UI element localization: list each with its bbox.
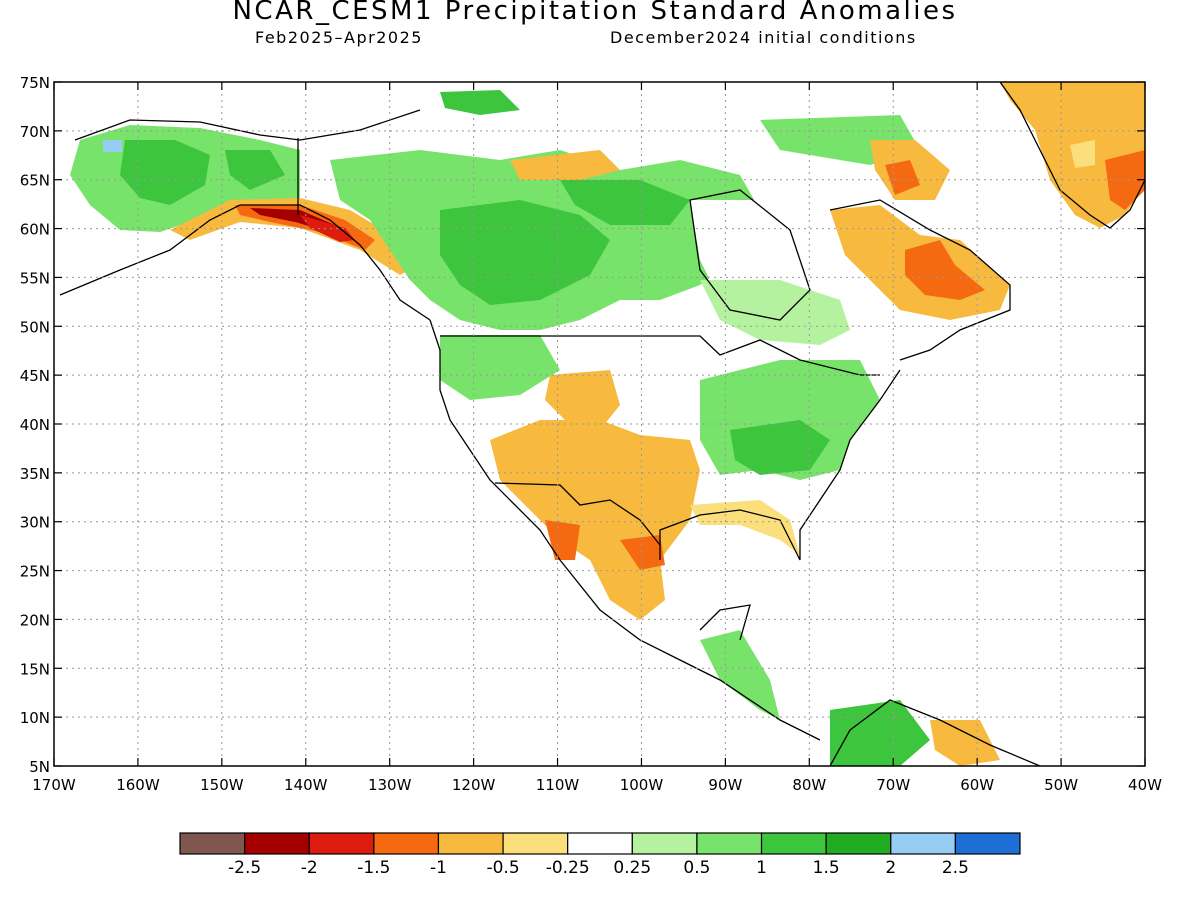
gulf-alaska-red [300,215,355,242]
colorbar-tick-label: -0.5 [486,858,519,878]
colorbar-swatch [567,832,633,855]
lat-label: 15N [20,660,50,678]
colorbar-swatch [308,832,375,855]
alaska-blue-spot [103,140,122,152]
colorbar-tick-label: 0.5 [683,858,710,878]
canada-wet-core-2 [560,180,690,225]
lat-label: 70N [20,123,50,141]
arctic-dry [510,150,620,180]
arctic-wet [440,90,520,115]
colorbar-swatch [696,832,763,855]
colorbar-tick-label: -2.5 [228,858,261,878]
lat-label: 50N [20,318,50,336]
longitude-labels: 170W 160W 150W 140W 130W 120W 110W 100W 90W 80W 70… [32,776,1162,794]
colorbar-tick-label: 2 [885,858,896,878]
colorbar-labels: -2.5 -2 -1.5 -1 -0.5 -0.25 0.25 0.5 1 1.5 2 2.5 [228,858,969,878]
colorbar-swatch [631,832,698,855]
alaska-wet-core [120,140,210,205]
central-america-wet [700,630,780,720]
map-title: NCAR_CESM1 Precipitation Standard Anomal… [232,0,958,26]
south-america-dry [930,720,1000,766]
lat-label: 30N [20,514,50,532]
lat-label: 35N [20,465,50,483]
gulf-coast-dry [690,500,800,555]
lon-label: 170W [32,776,76,794]
coastline-hudson [689,189,811,321]
coastline-alaska [59,204,431,321]
coastline-west-us [429,319,821,741]
lon-label: 90W [708,776,742,794]
lon-label: 80W [792,776,826,794]
lat-label: 75N [20,74,50,92]
gulf-alaska-dry [170,198,420,275]
colorbar-tick-label: -1 [430,858,447,878]
colorbar-tick-label: 1.5 [813,858,840,878]
lon-label: 40W [1128,776,1162,794]
ohio-valley-wet [730,420,830,475]
greenland-dry-core [1105,150,1145,210]
us-mexico-border [494,482,661,546]
colorbar-swatch [179,832,246,855]
mexico-dry-core [545,520,580,560]
lat-label: 25N [20,563,50,581]
lon-label: 50W [1044,776,1078,794]
colorbar-swatch [437,832,504,855]
lon-label: 60W [960,776,994,794]
northern-plains-dry [545,370,620,430]
coastlines [59,82,1145,766]
greenland-light [1070,140,1095,168]
coastline-arctic-alaska [74,109,421,141]
canada-wet-core [440,200,610,305]
colorbar-swatch [954,832,1021,855]
lat-label: 10N [20,709,50,727]
lon-label: 70W [876,776,910,794]
lon-label: 110W [536,776,580,794]
latitude-labels: 75N 70N 65N 60N 55N 50N 45N 40N 35N 30N 25N 20N 15N 1… [20,74,50,776]
south-america-wet [830,700,930,766]
colorbar-swatch [890,832,956,855]
colorbar-swatch [244,832,310,855]
colorbar-tick-label: -0.25 [546,858,590,878]
canada-east-wet [700,280,850,345]
lat-label: 40N [20,416,50,434]
coastline-south-america [829,699,1041,766]
lon-label: 140W [284,776,328,794]
period-label: Feb2025–Apr2025 [255,28,423,47]
anomaly-fields [70,82,1145,766]
colorbar-swatch [502,832,569,855]
coastline-greenland [999,82,1145,229]
colorbar-tick-label: 0.25 [613,858,651,878]
lat-label: 65N [20,172,50,190]
pacific-nw-wet [440,335,560,400]
lon-label: 160W [116,776,160,794]
lon-label: 100W [620,776,664,794]
lon-label: 150W [200,776,244,794]
lat-label: 45N [20,367,50,385]
lat-label: 5N [29,758,50,776]
axis-ticks [53,81,1146,767]
colorbar-tick-label: -1.5 [357,858,390,878]
lat-label: 55N [20,269,50,287]
coastline-labrador [829,199,1011,361]
colorbar-tick-label: -2 [301,858,318,878]
colorbar [179,832,1021,855]
lat-label: 20N [20,611,50,629]
initial-conditions-label: December2024 initial conditions [610,28,917,47]
colorbar-swatch [373,832,440,855]
lat-label: 60N [20,221,50,239]
colorbar-tick-label: 1 [756,858,767,878]
coastline-gulf [659,369,901,561]
graticule [54,82,1145,766]
lon-label: 130W [368,776,412,794]
texas-dry-core [620,535,665,570]
baffin-dry-core [885,160,920,195]
colorbar-swatch [760,832,827,855]
lon-label: 120W [452,776,496,794]
colorbar-tick-label: 2.5 [942,858,969,878]
coastline-yucatan [699,604,751,641]
southwest-dry [490,420,700,620]
labrador-dry-core [905,240,985,300]
colorbar-swatch [825,832,892,855]
